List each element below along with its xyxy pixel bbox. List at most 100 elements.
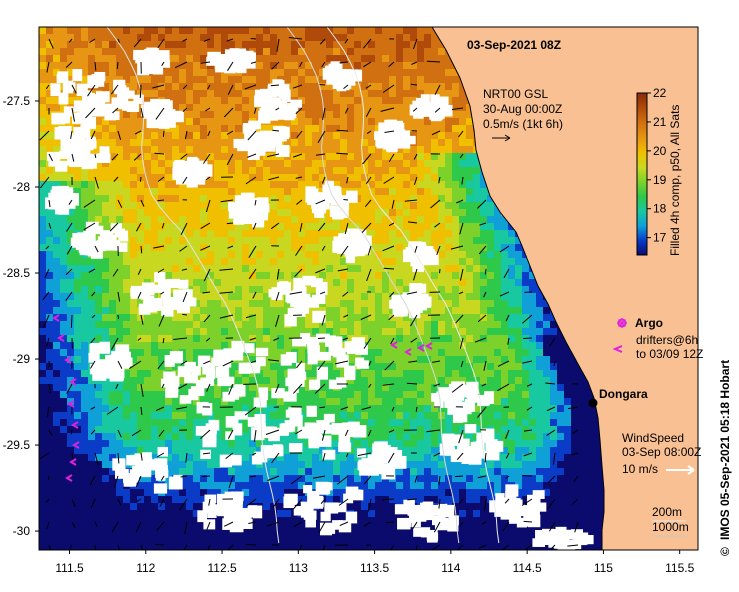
sst-cell: [445, 419, 452, 426]
sst-cell: [445, 132, 452, 139]
sst-cell: [46, 118, 53, 125]
sst-cell: [46, 426, 53, 433]
sst-cell: [123, 160, 130, 167]
sst-cell: [438, 216, 445, 223]
sst-cell: [410, 335, 417, 342]
sst-cell: [193, 125, 200, 132]
sst-cell: [270, 195, 277, 202]
sst-cell: [102, 76, 109, 83]
sst-cell: [487, 195, 494, 202]
sst-cell: [305, 34, 312, 41]
sst-cell: [347, 265, 354, 272]
sst-cell: [298, 62, 305, 69]
sst-cell: [249, 90, 256, 97]
sst-cell: [340, 111, 347, 118]
sst-cell: [256, 167, 263, 174]
sst-cell: [319, 181, 326, 188]
sst-cell: [46, 412, 53, 419]
sst-cell: [179, 405, 186, 412]
sst-cell: [277, 27, 284, 34]
sst-cell: [165, 76, 172, 83]
sst-cell: [389, 433, 396, 440]
sst-cell: [116, 314, 123, 321]
sst-cell: [375, 475, 382, 482]
sst-cell: [445, 230, 452, 237]
sst-cell: [74, 216, 81, 223]
sst-cell: [508, 398, 515, 405]
sst-cell: [284, 433, 291, 440]
sst-cell: [375, 251, 382, 258]
sst-cell: [172, 104, 179, 111]
sst-cell: [536, 461, 543, 468]
sst-cell: [368, 230, 375, 237]
sst-cell: [382, 419, 389, 426]
sst-cell: [137, 244, 144, 251]
sst-cell: [249, 181, 256, 188]
sst-cell: [354, 34, 361, 41]
sst-cell: [263, 55, 270, 62]
sst-cell: [186, 230, 193, 237]
sst-cell: [487, 412, 494, 419]
sst-cell: [466, 300, 473, 307]
sst-cell: [298, 489, 305, 496]
sst-cell: [81, 412, 88, 419]
sst-cell: [312, 307, 319, 314]
sst-cell: [67, 405, 74, 412]
sst-cell: [417, 377, 424, 384]
sst-cell: [81, 454, 88, 461]
sst-cell: [473, 181, 480, 188]
sst-cell: [585, 468, 592, 475]
sst-cell: [158, 391, 165, 398]
sst-cell: [375, 118, 382, 125]
sst-cell: [46, 314, 53, 321]
sst-cell: [193, 503, 200, 510]
sst-cell: [277, 454, 284, 461]
sst-cell: [165, 69, 172, 76]
sst-cell: [193, 153, 200, 160]
sst-cell: [431, 307, 438, 314]
sst-cell: [186, 440, 193, 447]
sst-cell: [74, 62, 81, 69]
sst-cell: [403, 496, 410, 503]
sst-cell: [305, 286, 312, 293]
sst-cell: [95, 496, 102, 503]
sst-cell: [130, 230, 137, 237]
sst-cell: [508, 230, 515, 237]
sst-cell: [480, 377, 487, 384]
sst-cell: [67, 349, 74, 356]
sst-cell: [452, 482, 459, 489]
sst-cell: [242, 279, 249, 286]
sst-cell: [550, 356, 557, 363]
sst-cell: [284, 34, 291, 41]
sst-cell: [228, 440, 235, 447]
sst-cell: [151, 426, 158, 433]
sst-cell: [333, 300, 340, 307]
sst-cell: [410, 279, 417, 286]
sst-cell: [284, 237, 291, 244]
sst-cell: [438, 279, 445, 286]
sst-cell: [417, 447, 424, 454]
sst-cell: [305, 125, 312, 132]
sst-cell: [396, 496, 403, 503]
sst-cell: [109, 398, 116, 405]
sst-cell: [543, 363, 550, 370]
sst-cell: [368, 223, 375, 230]
sst-cell: [109, 454, 116, 461]
sst-cell: [354, 139, 361, 146]
sst-cell: [144, 328, 151, 335]
sst-cell: [389, 503, 396, 510]
sst-cell: [221, 237, 228, 244]
sst-cell: [242, 475, 249, 482]
sst-cell: [186, 342, 193, 349]
sst-cell: [263, 482, 270, 489]
sst-cell: [431, 279, 438, 286]
sst-cell: [151, 265, 158, 272]
sst-cell: [564, 356, 571, 363]
sst-cell: [193, 69, 200, 76]
sst-cell: [494, 335, 501, 342]
sst-cell: [333, 174, 340, 181]
sst-cell: [452, 153, 459, 160]
sst-cell: [109, 258, 116, 265]
sst-cell: [431, 447, 438, 454]
sst-cell: [263, 258, 270, 265]
